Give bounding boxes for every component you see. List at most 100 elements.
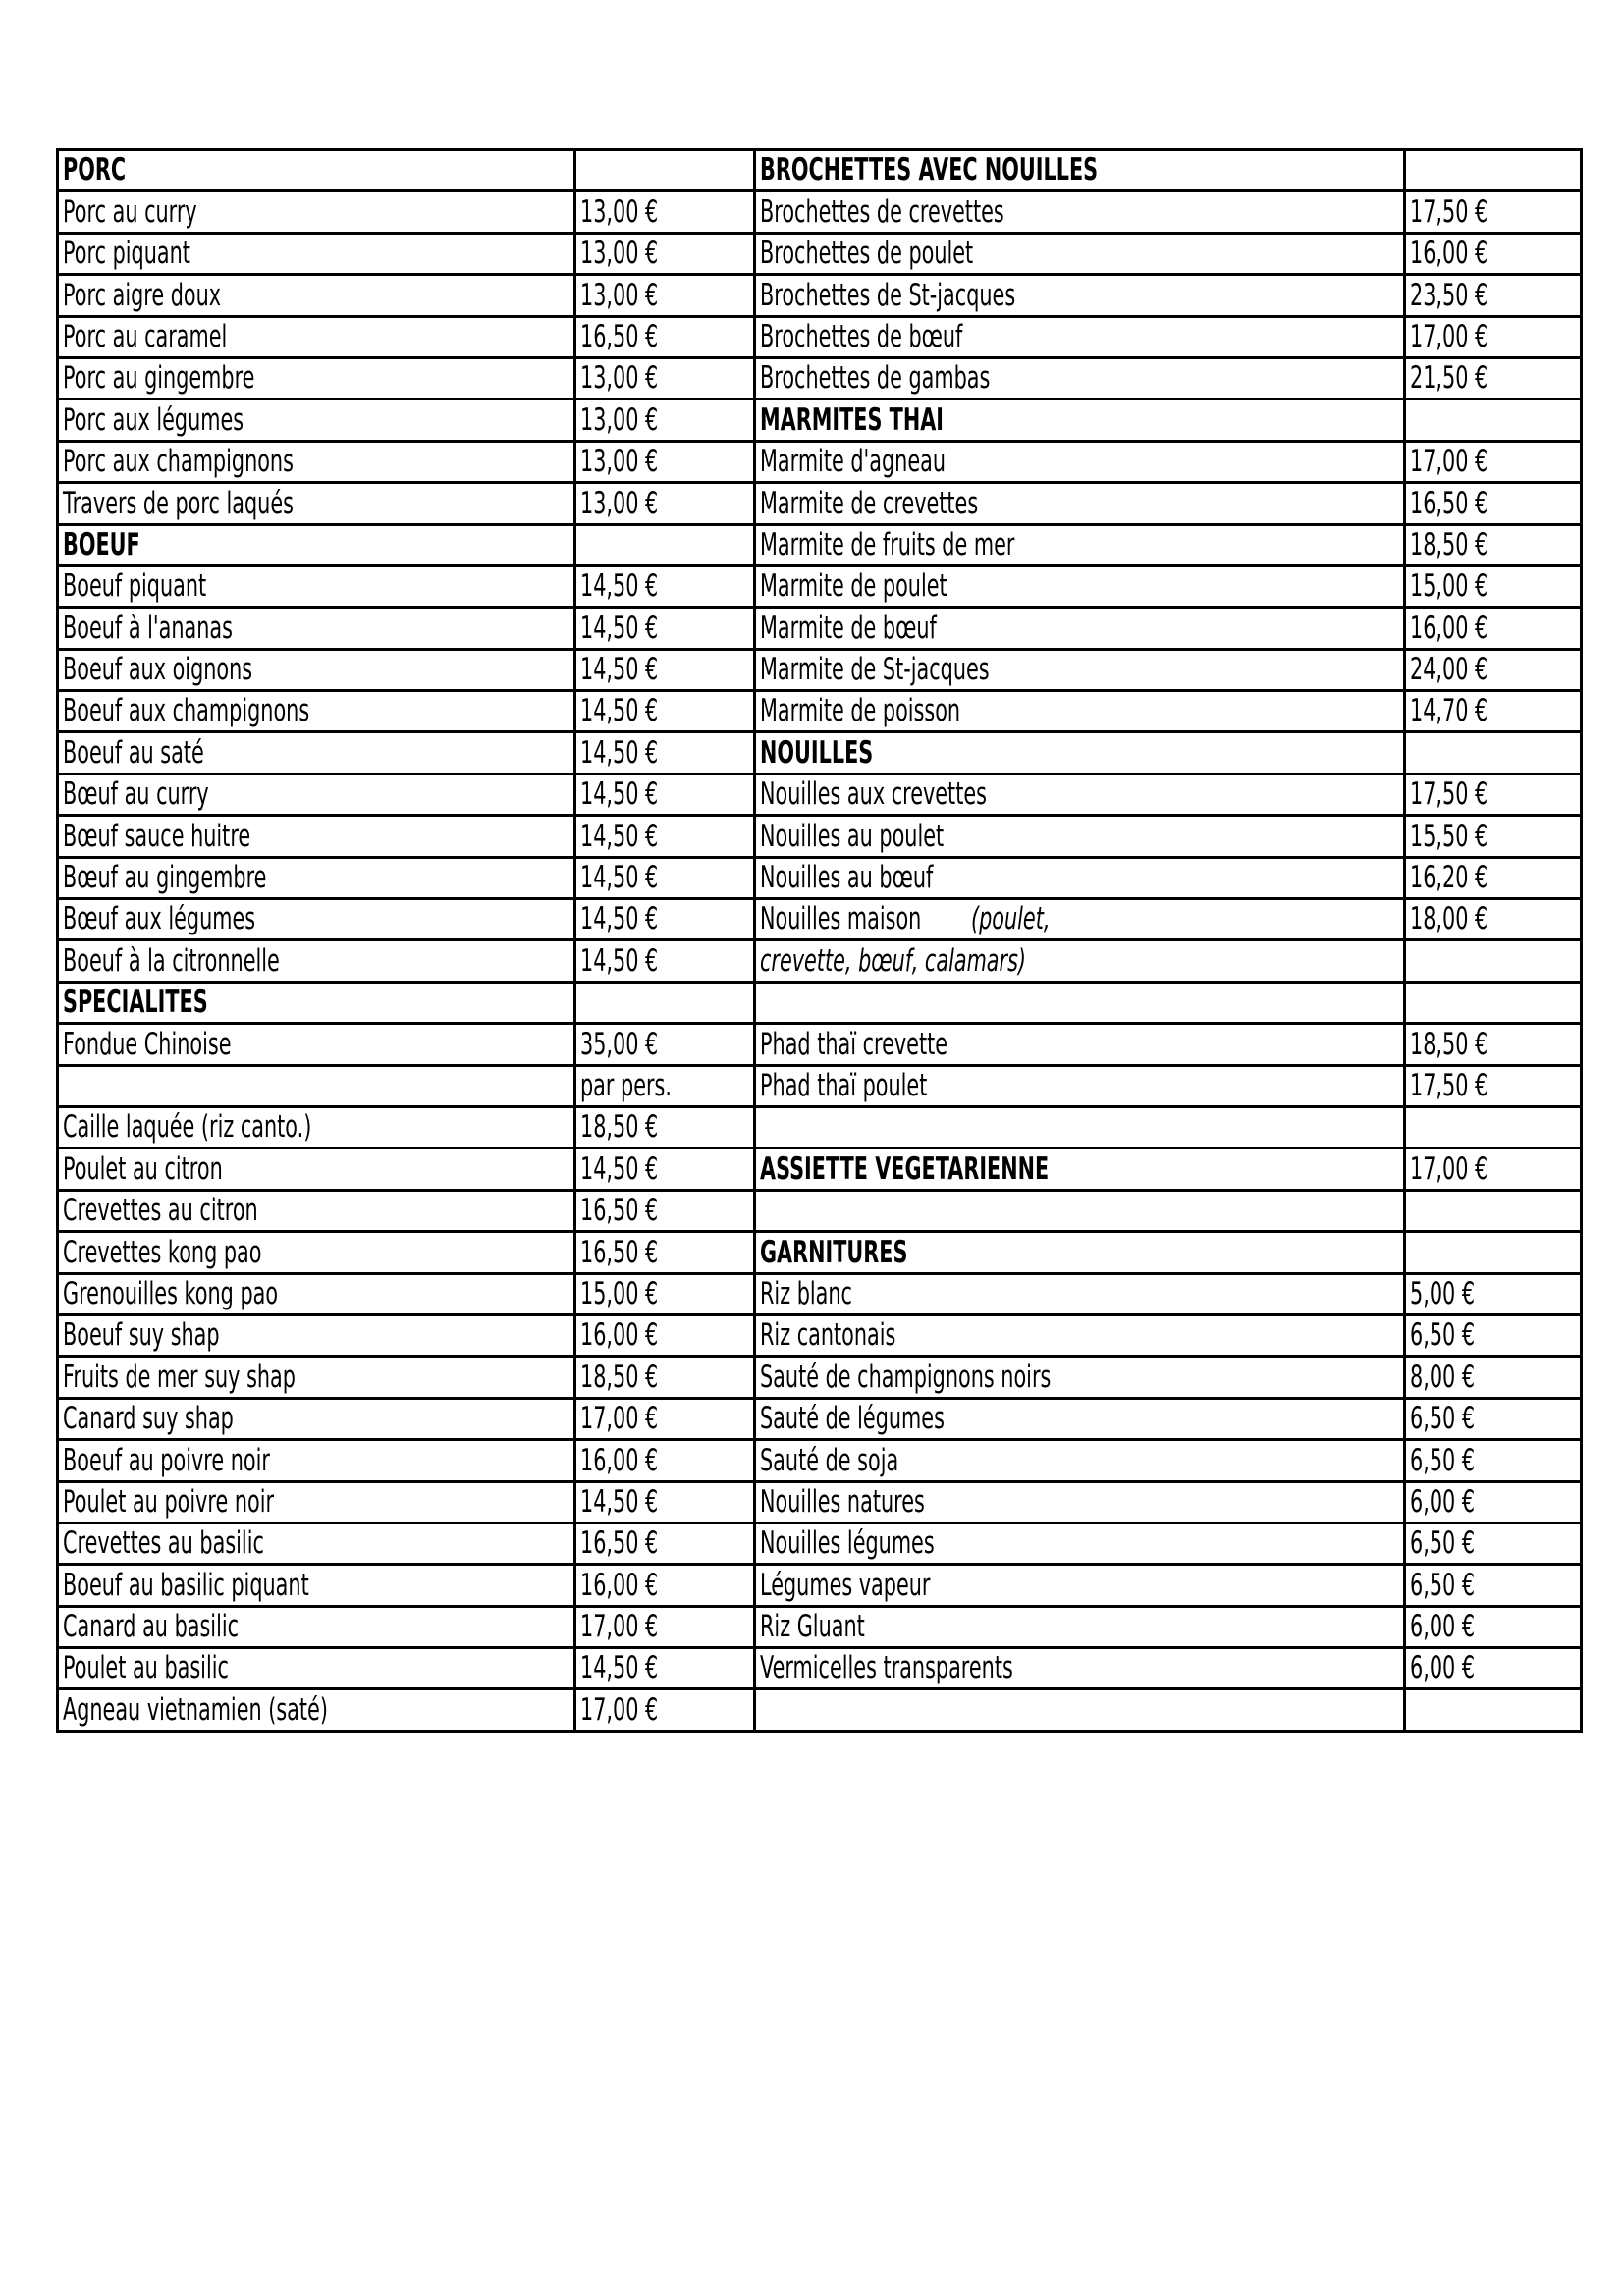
dish-price-cell: 14,50 € <box>573 938 756 984</box>
dish-name-cell: Porc aux champignons <box>56 439 576 485</box>
dish-price: 17,50 € <box>1410 1067 1489 1103</box>
dish-name-cell <box>56 1063 576 1108</box>
dish-price-cell: 13,00 € <box>573 189 756 235</box>
table-row: Porc aigre doux 13,00 € Brochettes de St-j… <box>56 273 1583 318</box>
dish-price-cell: 17,00 € <box>573 1687 756 1733</box>
table-row: Crevettes au basilic 16,50 € Nouilles légu… <box>56 1521 1583 1567</box>
dish-price: 16,50 € <box>580 1234 659 1270</box>
table-row: Boeuf à la citronnelle 14,50 € crevette, b… <box>56 938 1583 984</box>
dish-price: 17,00 € <box>1410 444 1489 480</box>
dish-price-cell: 16,00 € <box>1403 606 1583 651</box>
dish-price-cell: 16,00 € <box>573 1438 756 1483</box>
dish-name: Porc au curry <box>63 193 197 230</box>
dish-price-cell: 14,50 € <box>573 1479 756 1524</box>
dish-name-cell: Fruits de mer suy shap <box>56 1355 576 1400</box>
dish-price-cell: 14,50 € <box>573 1646 756 1691</box>
dish-name-cell: Brochettes de poulet <box>753 231 1406 277</box>
dish-price: 16,20 € <box>1410 860 1489 896</box>
table-row: Bœuf sauce huitre 14,50 € Nouilles au poul… <box>56 814 1583 859</box>
section-heading: GARNITURES <box>760 1234 908 1270</box>
dish-name: Riz cantonais <box>760 1317 896 1354</box>
dish-name-cell: Crevettes au citron <box>56 1188 576 1234</box>
dish-price-cell: 17,00 € <box>1403 314 1583 359</box>
dish-name-cell: Boeuf à la citronnelle <box>56 938 576 984</box>
section-heading-cell: GARNITURES <box>753 1230 1406 1275</box>
dish-price: 6,50 € <box>1410 1567 1476 1603</box>
dish-price-cell: 13,00 € <box>573 273 756 318</box>
dish-name: Nouilles légumes <box>760 1525 935 1562</box>
dish-name-cell: Poulet au citron <box>56 1147 576 1192</box>
dish-price: 6,50 € <box>1410 1401 1476 1437</box>
dish-name-cell: Boeuf aux champignons <box>56 689 576 734</box>
dish-name: Boeuf à l'ananas <box>63 610 233 646</box>
table-row: Bœuf au curry 14,50 € Nouilles aux crevett… <box>56 772 1583 818</box>
dish-name-cell: Fondue Chinoise <box>56 1022 576 1067</box>
dish-price-cell: 8,00 € <box>1403 1355 1583 1400</box>
dish-price: 13,00 € <box>580 360 659 397</box>
dish-name-cell: Phad thaï poulet <box>753 1063 1406 1108</box>
dish-name-cell: Boeuf à l'ananas <box>56 606 576 651</box>
dish-name-cell: Marmite de bœuf <box>753 606 1406 651</box>
dish-name-cell: Boeuf suy shap <box>56 1312 576 1359</box>
dish-price-cell: 13,00 € <box>573 439 756 485</box>
dish-name: Boeuf à la citronnelle <box>63 942 280 979</box>
dish-name: Riz blanc <box>760 1275 852 1311</box>
dish-price: 14,50 € <box>580 818 659 854</box>
section-heading: MARMITES THAI <box>760 401 945 438</box>
dish-price-cell: 21,50 € <box>1403 355 1583 401</box>
dish-price-cell <box>1403 1230 1583 1275</box>
dish-name: Boeuf aux champignons <box>63 693 310 729</box>
dish-price: 23,50 € <box>1410 277 1489 313</box>
section-heading: PORC <box>63 152 127 188</box>
table-row: Canard suy shap 17,00 € Sauté de légumes 6,… <box>56 1396 1583 1442</box>
table-row: Porc piquant 13,00 € Brochettes de poulet 1… <box>56 231 1583 277</box>
dish-price: 16,50 € <box>1410 485 1489 521</box>
table-row: Porc au gingembre 13,00 € Brochettes de ga… <box>56 355 1583 401</box>
dish-price: 15,00 € <box>580 1275 659 1311</box>
dish-name: Crevettes au basilic <box>63 1525 264 1562</box>
dish-name-cell: Brochettes de St-jacques <box>753 273 1406 318</box>
dish-name-cell: Boeuf au poivre noir <box>56 1438 576 1483</box>
dish-name-cell: Canard au basilic <box>56 1604 576 1650</box>
dish-name-cell: Riz cantonais <box>753 1312 1406 1359</box>
dish-name: Brochettes de bœuf <box>760 318 963 354</box>
dish-price: 35,00 € <box>580 1026 659 1062</box>
dish-name-cell: Bœuf sauce huitre <box>56 814 576 859</box>
dish-price-cell <box>1403 1188 1583 1234</box>
dish-name-cell: Riz blanc <box>753 1271 1406 1316</box>
dish-name-cell: Bœuf aux légumes <box>56 897 576 942</box>
dish-price-cell: 17,50 € <box>1403 772 1583 818</box>
dish-name: Bœuf au gingembre <box>63 860 267 896</box>
dish-price-cell: 13,00 € <box>573 231 756 277</box>
dish-price-cell: 6,50 € <box>1403 1521 1583 1567</box>
dish-price: 17,00 € <box>1410 318 1489 354</box>
dish-name: Boeuf aux oignons <box>63 652 253 688</box>
dish-price-cell: 15,50 € <box>1403 814 1583 859</box>
dish-name: Nouilles aux crevettes <box>760 776 987 813</box>
dish-price-cell: 13,00 € <box>573 355 756 401</box>
dish-price: 6,00 € <box>1410 1650 1476 1686</box>
dish-price: 18,00 € <box>1410 901 1489 937</box>
table-row: Agneau vietnamien (saté) 17,00 € <box>56 1687 1583 1733</box>
menu-table: PORC BROCHETTES AVEC NOUILLES Porc au curr… <box>56 147 1583 1733</box>
dish-name: Fruits de mer suy shap <box>63 1359 296 1395</box>
dish-name-cell: Porc aux légumes <box>56 398 576 443</box>
dish-price-cell: 14,50 € <box>573 647 756 693</box>
dish-name: Marmite d'agneau <box>760 444 946 480</box>
dish-name-cell: Légumes vapeur <box>753 1563 1406 1608</box>
table-row: Poulet au citron 14,50 € ASSIETTE VEGETARI… <box>56 1147 1583 1192</box>
dish-price: 17,00 € <box>580 1691 659 1728</box>
dish-name: Sauté de champignons noirs <box>760 1359 1052 1395</box>
dish-price: 18,50 € <box>580 1359 659 1395</box>
dish-price: 14,50 € <box>580 1483 659 1520</box>
dish-name: Poulet au basilic <box>63 1650 229 1686</box>
dish-price-cell: 17,00 € <box>573 1604 756 1650</box>
dish-price-cell: 18,50 € <box>573 1104 756 1150</box>
dish-name: Caille laquée (riz canto.) <box>63 1109 312 1146</box>
dish-name-cell: Boeuf au basilic piquant <box>56 1563 576 1608</box>
table-row: Boeuf au poivre noir 16,00 € Sauté de soja… <box>56 1438 1583 1483</box>
dish-price-cell: 18,00 € <box>1403 897 1583 942</box>
dish-price-cell: 16,50 € <box>573 1230 756 1275</box>
dish-name-cell: Canard suy shap <box>56 1396 576 1442</box>
table-row: PORC BROCHETTES AVEC NOUILLES <box>56 147 1583 193</box>
